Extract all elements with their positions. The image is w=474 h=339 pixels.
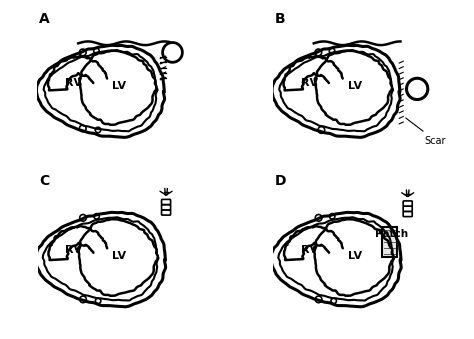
Text: LV: LV xyxy=(112,251,126,261)
FancyBboxPatch shape xyxy=(403,212,412,217)
Text: D: D xyxy=(275,175,286,188)
FancyBboxPatch shape xyxy=(162,205,171,210)
FancyBboxPatch shape xyxy=(403,201,412,206)
Text: RV: RV xyxy=(65,244,82,255)
Text: RV: RV xyxy=(301,244,318,255)
Text: A: A xyxy=(39,12,49,26)
Bar xyxy=(382,227,397,257)
FancyBboxPatch shape xyxy=(162,210,171,215)
Text: LV: LV xyxy=(348,251,362,261)
FancyBboxPatch shape xyxy=(162,199,171,204)
FancyBboxPatch shape xyxy=(403,206,412,211)
Text: RV: RV xyxy=(301,78,318,88)
Text: C: C xyxy=(39,175,50,188)
Text: RV: RV xyxy=(65,78,82,88)
Text: Patch: Patch xyxy=(374,230,408,239)
Text: B: B xyxy=(274,12,285,26)
Text: Scar: Scar xyxy=(406,118,447,146)
Text: LV: LV xyxy=(112,81,127,91)
Text: LV: LV xyxy=(348,81,362,91)
